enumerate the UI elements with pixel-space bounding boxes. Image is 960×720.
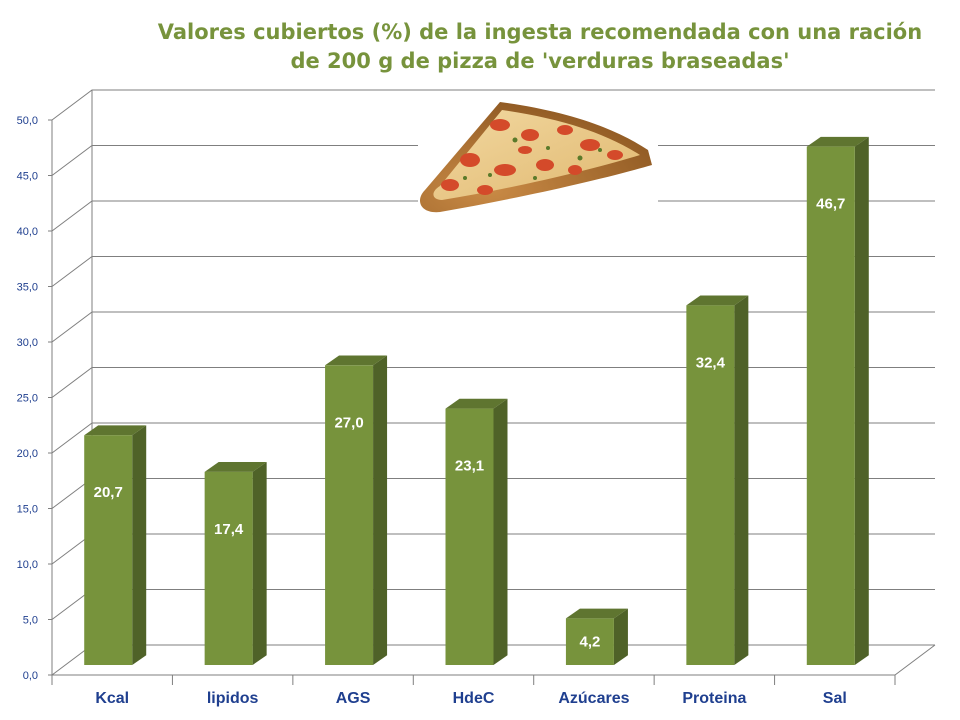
y-axis-ticks: 0,0 5,0 10,0 15,0 20,0 25,0 30,0 35,0 40,0 45,0 50… bbox=[17, 115, 52, 682]
data-label: 46,7 bbox=[816, 196, 845, 213]
bar-side bbox=[493, 398, 508, 665]
bar: 46,7 bbox=[806, 136, 869, 665]
y-tick-label: 20,0 bbox=[17, 448, 38, 460]
y-tick-label: 35,0 bbox=[17, 282, 38, 294]
bar-top bbox=[686, 295, 749, 306]
bar-side bbox=[252, 462, 267, 665]
bar-front bbox=[325, 365, 374, 665]
bar-top bbox=[445, 398, 508, 409]
x-tick-label: Proteina bbox=[682, 690, 746, 707]
data-label: 4,2 bbox=[579, 633, 600, 650]
bar: 17,4 bbox=[204, 462, 267, 665]
x-tick-label: Sal bbox=[823, 690, 847, 707]
y-tick-label: 10,0 bbox=[17, 559, 38, 571]
x-tick-label: AGS bbox=[336, 690, 371, 707]
gridline bbox=[51, 311, 935, 343]
y-tick-label: 45,0 bbox=[17, 171, 38, 183]
bar-side bbox=[613, 608, 628, 665]
y-tick-label: 50,0 bbox=[17, 115, 38, 127]
bar-side bbox=[132, 425, 147, 665]
bar-top bbox=[204, 462, 267, 472]
bar-front bbox=[84, 435, 133, 665]
y-tick-label: 40,0 bbox=[17, 226, 38, 238]
y-tick-label: 15,0 bbox=[17, 504, 38, 516]
data-label: 20,7 bbox=[94, 484, 123, 501]
bar: 4,2 bbox=[565, 608, 628, 665]
bar-top bbox=[84, 425, 147, 436]
bar: 20,7 bbox=[84, 425, 147, 665]
bar-front bbox=[565, 618, 614, 665]
pizza-slice-image bbox=[418, 96, 658, 213]
bar-side bbox=[373, 355, 388, 665]
chart-title: Valores cubiertos (%) de la ingesta reco… bbox=[157, 20, 923, 73]
data-label: 27,0 bbox=[334, 414, 363, 431]
x-tick-label: HdeC bbox=[453, 690, 495, 707]
gridline bbox=[51, 256, 935, 287]
y-tick-label: 25,0 bbox=[17, 393, 38, 405]
bar: 23,1 bbox=[445, 398, 508, 665]
bar: 27,0 bbox=[325, 355, 388, 665]
x-axis-ticks: Kcal lipidos AGS HdeC Azúcares Proteina Sal bbox=[51, 675, 896, 707]
bar-top bbox=[806, 136, 869, 147]
bar-top bbox=[565, 608, 628, 619]
bar-side bbox=[854, 136, 869, 665]
bar-front bbox=[686, 305, 735, 665]
x-tick-label: Kcal bbox=[95, 690, 129, 707]
y-tick-label: 30,0 bbox=[17, 337, 38, 349]
gridline bbox=[51, 367, 935, 398]
bars: 20,7 17,4 27,0 23,1 4,2 32,4 46,7 bbox=[84, 136, 869, 665]
x-tick-label: lipidos bbox=[207, 690, 259, 707]
data-label: 23,1 bbox=[455, 458, 484, 475]
data-label: 32,4 bbox=[696, 354, 726, 371]
x-tick-label: Azúcares bbox=[558, 690, 629, 707]
bar-front bbox=[445, 408, 494, 665]
bar-side bbox=[734, 295, 749, 665]
y-tick-label: 5,0 bbox=[23, 615, 38, 627]
data-label: 17,4 bbox=[214, 521, 244, 538]
bar: 32,4 bbox=[686, 295, 749, 665]
bar-front bbox=[806, 146, 855, 665]
bar-top bbox=[325, 355, 388, 366]
y-tick-label: 0,0 bbox=[23, 670, 38, 682]
bar-front bbox=[204, 471, 253, 665]
floor-edge bbox=[894, 644, 936, 676]
